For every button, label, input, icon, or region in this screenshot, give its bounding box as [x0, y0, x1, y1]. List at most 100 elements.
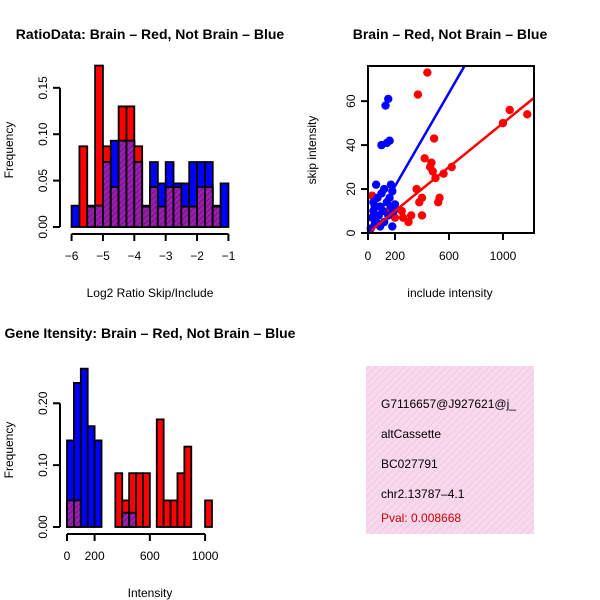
point-brain [404, 217, 413, 227]
y-tick-label: 0.20 [36, 391, 50, 415]
point-brain [435, 193, 444, 203]
x-tick-label: −6 [65, 249, 79, 263]
y-tick-label: 0.00 [36, 515, 50, 539]
point-brain [397, 206, 406, 216]
x-tick-label: 1000 [192, 549, 219, 563]
bar-overlap [196, 186, 206, 228]
bar-brain [135, 472, 144, 528]
point-brain [447, 162, 456, 172]
x-tick-label: 0 [64, 549, 71, 563]
point-not-brain [388, 222, 397, 231]
bar-overlap [73, 499, 82, 528]
point-not-brain [371, 180, 381, 189]
point-brain [417, 211, 427, 220]
point-brain [423, 68, 432, 77]
chart-title: Brain – Red, Not Brain – Blue [353, 26, 548, 42]
x-axis-label: include intensity [407, 286, 492, 300]
y-tick-label: 60 [344, 94, 358, 108]
x-tick-label: −3 [159, 249, 173, 263]
point-brain [420, 154, 429, 163]
info-line-pval: Pval: 0.008668 [381, 511, 461, 525]
bar-not-brain [86, 425, 96, 528]
info-line-locus: chr2.13787–4.1 [381, 487, 465, 501]
x-tick-label: 200 [385, 249, 405, 263]
info-line-event-type: altCassette [381, 427, 441, 441]
bar-not-brain [93, 439, 103, 528]
scatter-panel: Brain – Red, Not Brain – Blue include in… [305, 26, 547, 300]
bar-overlap [94, 204, 104, 228]
point-not-brain [384, 94, 393, 104]
bar-overlap [211, 205, 222, 228]
bar-brain [78, 145, 89, 228]
point-brain [427, 158, 436, 167]
bar-overlap [141, 205, 151, 228]
plot-area [366, 65, 535, 234]
point-not-brain [379, 217, 389, 227]
point-not-brain [385, 136, 394, 145]
bar-overlap [172, 186, 183, 228]
bar-not-brain [219, 182, 230, 228]
bar-not-brain [79, 367, 89, 528]
bar-brain [169, 499, 179, 528]
point-brain [390, 213, 400, 222]
chart-title: RatioData: Brain – Red, Not Brain – Blue [16, 26, 285, 42]
bar-overlap [125, 139, 136, 228]
bar-brain [155, 418, 165, 528]
fit-line-not-brain [366, 65, 466, 234]
y-tick-label: 20 [344, 182, 358, 196]
y-tick-label: 0 [344, 229, 358, 236]
y-tick-label: 0.10 [36, 453, 50, 477]
bar-overlap [109, 186, 120, 228]
y-axis-label: Frequency [2, 422, 16, 479]
intensity-histogram-panel: Gene Itensity: Brain – Red, Not Brain – … [2, 325, 296, 600]
x-axis-label: Intensity [128, 586, 173, 600]
bar-overlap [164, 186, 175, 228]
bar-overlap [204, 186, 214, 228]
info-box-background [366, 366, 534, 534]
bar-overlap [149, 186, 159, 228]
x-tick-label: −1 [222, 249, 236, 263]
bar-overlap [156, 205, 167, 228]
x-axis-label: Log2 Ratio Skip/Include [87, 286, 214, 300]
bar-overlap [121, 511, 131, 528]
bar-overlap [86, 205, 96, 228]
point-not-brain [386, 180, 396, 189]
axes: −6 −5 −4 −3 −2 −1 0.00 0.05 0.10 0.15 [36, 76, 236, 263]
point-not-brain [379, 184, 389, 194]
x-tick-label: 200 [85, 549, 105, 563]
point-brain [406, 211, 416, 220]
point-brain [428, 167, 437, 176]
bars [70, 64, 230, 228]
x-tick-label: 600 [439, 249, 459, 263]
y-tick-label: 0.15 [36, 76, 50, 100]
y-tick-label: 0.00 [36, 215, 50, 239]
axes: 0 200 600 1000 0 20 40 60 [344, 65, 535, 263]
bar-brain [176, 472, 186, 528]
fit-line-brain [367, 96, 535, 234]
y-axis-label: skip intensity [305, 116, 319, 185]
x-tick-label: −5 [96, 249, 110, 263]
info-line-accession: BC027791 [381, 457, 438, 471]
bar-overlap [102, 161, 112, 228]
bar-overlap [180, 205, 191, 228]
bar-brain [94, 64, 104, 228]
point-brain [439, 169, 448, 178]
bar-overlap [66, 499, 75, 528]
point-brain [417, 193, 427, 203]
bar-overlap [188, 205, 198, 228]
bars [66, 367, 213, 528]
point-brain [523, 110, 532, 119]
y-tick-label: 0.10 [36, 122, 50, 146]
y-tick-label: 40 [344, 138, 358, 152]
ratio-histogram-panel: RatioData: Brain – Red, Not Brain – Blue… [2, 26, 284, 300]
info-line-probe-id: G7116657@J927621@j_ [381, 397, 516, 411]
bar-brain [204, 499, 213, 528]
bar-not-brain [70, 204, 81, 228]
point-not-brain [390, 200, 400, 209]
axes: 0 200 600 1000 0.00 0.10 0.20 [36, 391, 219, 563]
point-not-brain [381, 101, 390, 110]
bar-brain [162, 499, 172, 528]
y-tick-label: 0.05 [36, 169, 50, 193]
plot-frame [367, 65, 535, 234]
